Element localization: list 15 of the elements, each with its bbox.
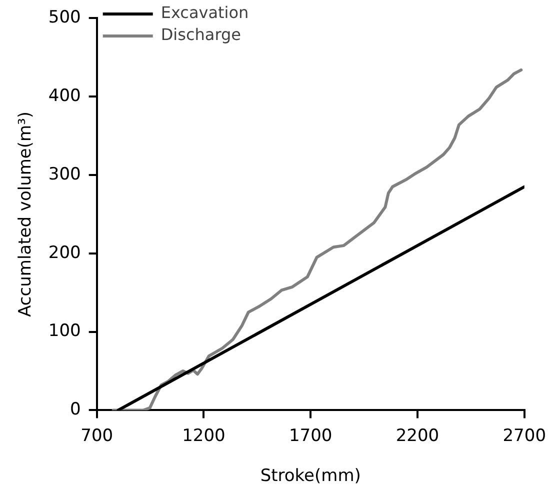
y-axis-title: Accumlated volume(m³) xyxy=(16,111,36,317)
legend-label: Excavation xyxy=(160,3,249,22)
y-tick-label: 0 xyxy=(70,400,81,420)
x-tick-label: 1700 xyxy=(288,426,332,446)
x-tick-label: 2200 xyxy=(396,426,440,446)
legend-label: Discharge xyxy=(160,25,241,44)
y-tick-label: 200 xyxy=(48,242,81,263)
y-tick-label: 300 xyxy=(48,164,81,184)
x-tick-label: 1200 xyxy=(182,426,226,446)
x-tick-label: 700 xyxy=(80,426,114,446)
y-tick-label: 500 xyxy=(48,8,81,28)
x-axis-title: Stroke(mm) xyxy=(260,466,361,486)
y-tick-label: 100 xyxy=(48,321,81,342)
y-tick-label: 400 xyxy=(48,86,81,106)
x-tick-label: 2700 xyxy=(502,426,546,446)
